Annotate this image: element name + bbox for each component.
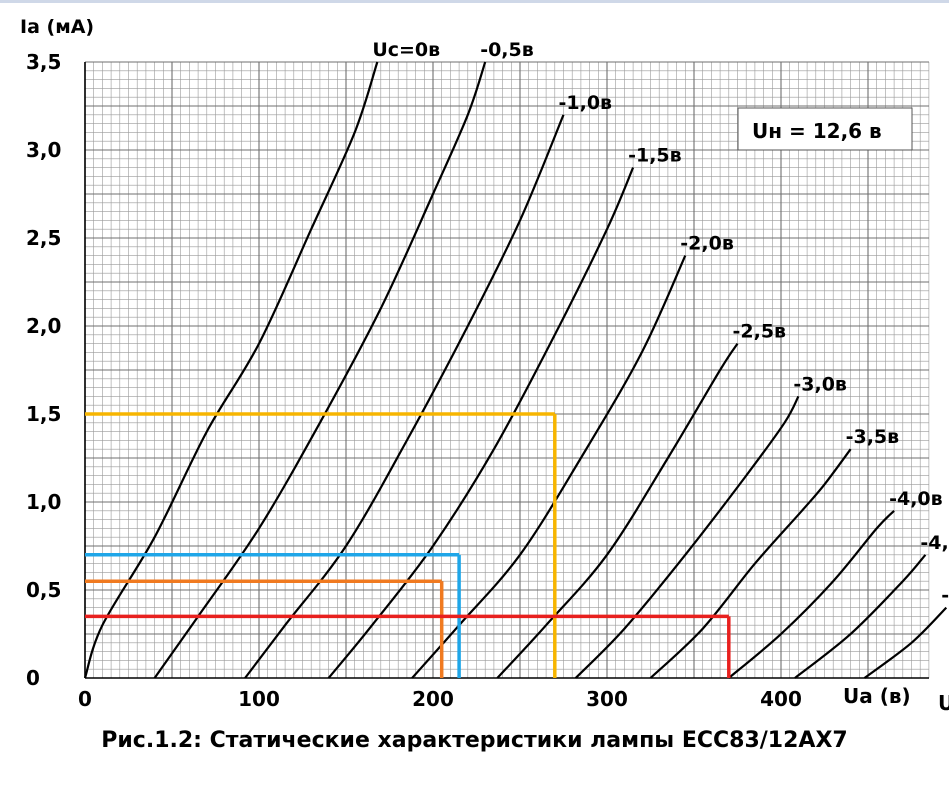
series-label-4: -2,0в (680, 233, 734, 255)
series-curve-8 (728, 510, 895, 679)
series-labels: Uc=0в -0,5в -1,0в -1,5в -2,0в -2,5в -3,0в -3,5в… (372, 39, 949, 607)
y-tick-label: 1,0 (26, 490, 61, 514)
y-tick-label: 3,0 (26, 138, 61, 162)
series-curve-5 (496, 342, 739, 679)
x-tick-label: 300 (586, 687, 628, 711)
series-label-6: -3,0в (793, 373, 847, 395)
tick-labels: 0 0,5 1,0 1,5 2,0 2,5 3,0 3,5 0 100 200 300 400 (26, 50, 802, 711)
series-label-3: -1,5в (628, 145, 682, 167)
y-tick-label: 0,5 (26, 578, 61, 602)
x-tick-label: 400 (760, 687, 802, 711)
series-curve-1 (153, 61, 487, 679)
series-curve-7 (649, 448, 852, 679)
series-curve-3 (327, 167, 635, 679)
series-label-10: -5 (941, 585, 949, 607)
grid-major (84, 61, 929, 679)
note-text: Uн = 12,6 в (752, 119, 882, 143)
y-tick-label: 2,5 (26, 226, 61, 250)
series-curve-9 (794, 554, 927, 679)
series-label-9: -4,5в (920, 532, 949, 554)
y-axis-label: Ia (мА) (20, 16, 94, 38)
series-curve-6 (574, 395, 800, 679)
y-tick-label: 2,0 (26, 314, 61, 338)
top-border (0, 0, 949, 3)
x-axis-label: Ua (в) (843, 684, 911, 708)
stray-mark: U (938, 691, 949, 715)
y-tick-label: 3,5 (26, 50, 61, 74)
series-label-8: -4,0в (889, 488, 943, 510)
note-box: Uн = 12,6 в (737, 107, 913, 151)
series-label-5: -2,5в (733, 321, 787, 343)
series-label-0: Uc=0в (372, 39, 440, 61)
chart-caption: Рис.1.2: Статические характеристики ламп… (101, 728, 848, 753)
chart-svg: 0 0,5 1,0 1,5 2,0 2,5 3,0 3,5 0 100 200 300 400 Uc=0… (20, 16, 949, 715)
series-label-2: -1,0в (559, 92, 613, 114)
series-curve-10 (863, 606, 948, 679)
y-tick-label: 1,5 (26, 402, 61, 426)
series-curve-0 (83, 61, 379, 679)
series-curve-2 (244, 114, 565, 679)
y-tick-label: 0 (26, 666, 40, 690)
series-label-7: -3,5в (846, 426, 900, 448)
x-tick-label: 0 (78, 687, 92, 711)
x-tick-label: 100 (238, 687, 280, 711)
series-label-1: -0,5в (480, 39, 534, 61)
reference-lines (85, 412, 731, 678)
x-tick-label: 200 (412, 687, 454, 711)
